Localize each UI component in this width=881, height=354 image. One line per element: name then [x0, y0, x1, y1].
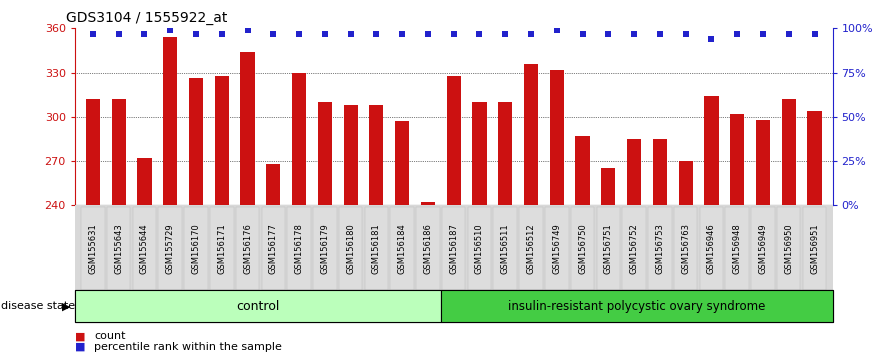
Text: GSM155729: GSM155729: [166, 223, 174, 274]
Bar: [318, 102, 332, 205]
Point: [266, 31, 280, 36]
Text: GSM156750: GSM156750: [578, 223, 587, 274]
Text: GSM156178: GSM156178: [294, 223, 304, 274]
Text: GSM156510: GSM156510: [475, 223, 484, 274]
Text: GSM156170: GSM156170: [191, 223, 201, 274]
Bar: [550, 70, 564, 205]
Bar: [704, 96, 719, 205]
Point: [653, 31, 667, 36]
Text: GSM155644: GSM155644: [140, 223, 149, 274]
Text: ■: ■: [75, 331, 85, 341]
Text: GSM156181: GSM156181: [372, 223, 381, 274]
Bar: [85, 99, 100, 205]
Bar: [807, 111, 822, 205]
Bar: [781, 99, 796, 205]
Point: [369, 31, 383, 36]
Point: [602, 31, 616, 36]
Text: GSM156171: GSM156171: [218, 223, 226, 274]
Text: GSM156180: GSM156180: [346, 223, 355, 274]
Text: GSM155631: GSM155631: [88, 223, 98, 274]
Text: ■: ■: [75, 342, 85, 352]
Text: GSM156949: GSM156949: [759, 223, 767, 274]
Text: GSM156752: GSM156752: [630, 223, 639, 274]
Text: GSM156177: GSM156177: [269, 223, 278, 274]
Bar: [266, 164, 280, 205]
Text: insulin-resistant polycystic ovary syndrome: insulin-resistant polycystic ovary syndr…: [508, 300, 766, 313]
Bar: [447, 75, 461, 205]
Text: GSM156951: GSM156951: [810, 223, 819, 274]
Bar: [344, 105, 358, 205]
Text: GSM156511: GSM156511: [500, 223, 510, 274]
Point: [112, 31, 126, 36]
Point: [241, 27, 255, 33]
Text: GSM156186: GSM156186: [424, 223, 433, 274]
Text: percentile rank within the sample: percentile rank within the sample: [94, 342, 282, 352]
Bar: [241, 52, 255, 205]
Bar: [601, 169, 616, 205]
Bar: [421, 202, 435, 205]
Bar: [524, 64, 538, 205]
Point: [781, 31, 796, 36]
Text: GSM155643: GSM155643: [115, 223, 123, 274]
Point: [163, 27, 177, 33]
Point: [137, 31, 152, 36]
Bar: [369, 105, 383, 205]
Text: ▶: ▶: [62, 301, 70, 311]
Point: [292, 31, 306, 36]
Text: GSM156749: GSM156749: [552, 223, 561, 274]
Text: GSM156948: GSM156948: [733, 223, 742, 274]
Bar: [627, 139, 641, 205]
Text: control: control: [236, 300, 279, 313]
Bar: [498, 102, 513, 205]
Text: disease state: disease state: [1, 301, 75, 311]
Point: [730, 31, 744, 36]
Bar: [112, 99, 126, 205]
Text: GSM156176: GSM156176: [243, 223, 252, 274]
Bar: [575, 136, 589, 205]
Point: [524, 31, 538, 36]
Bar: [653, 139, 667, 205]
Point: [447, 31, 461, 36]
Point: [85, 31, 100, 36]
Bar: [756, 120, 770, 205]
Bar: [472, 102, 486, 205]
Point: [575, 31, 589, 36]
Text: GSM156179: GSM156179: [321, 223, 329, 274]
Point: [215, 31, 229, 36]
Point: [627, 31, 641, 36]
Point: [756, 31, 770, 36]
Point: [395, 31, 409, 36]
Point: [472, 31, 486, 36]
Text: GSM156187: GSM156187: [449, 223, 458, 274]
Bar: [678, 161, 692, 205]
Point: [550, 27, 564, 33]
Text: GSM156184: GSM156184: [397, 223, 407, 274]
Point: [189, 31, 203, 36]
Text: GSM156763: GSM156763: [681, 223, 690, 274]
Point: [318, 31, 332, 36]
Point: [678, 31, 692, 36]
Bar: [292, 73, 307, 205]
Text: GSM156946: GSM156946: [707, 223, 716, 274]
Point: [421, 31, 435, 36]
Text: GSM156753: GSM156753: [655, 223, 664, 274]
Bar: [189, 79, 204, 205]
Point: [499, 31, 513, 36]
Text: count: count: [94, 331, 126, 341]
Bar: [163, 37, 177, 205]
Point: [808, 31, 822, 36]
Bar: [215, 75, 229, 205]
Bar: [730, 114, 744, 205]
Point: [344, 31, 358, 36]
Text: GSM156512: GSM156512: [527, 223, 536, 274]
Text: GSM156950: GSM156950: [784, 223, 793, 274]
Text: GDS3104 / 1555922_at: GDS3104 / 1555922_at: [66, 11, 227, 25]
Bar: [137, 158, 152, 205]
Text: GSM156751: GSM156751: [603, 223, 613, 274]
Bar: [395, 121, 410, 205]
Point: [705, 36, 719, 42]
